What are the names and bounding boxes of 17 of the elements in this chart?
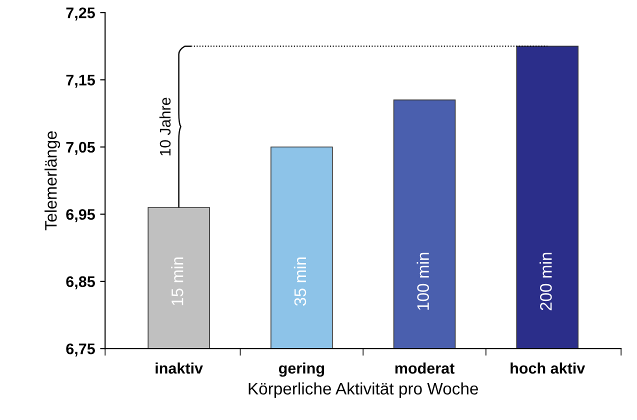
annotation: 10 Jahre	[159, 98, 171, 156]
annotation: 35 min	[294, 257, 306, 306]
annotation: 100 min	[416, 252, 429, 310]
x-tick-label: moderat	[395, 362, 454, 374]
x-tick-label: inaktiv	[156, 362, 203, 374]
y-tick-label: 7,15	[66, 74, 95, 88]
y-tick-label: 6,95	[66, 209, 95, 222]
x-tick-label: gering	[278, 362, 324, 377]
x-tick-label: hoch aktiv	[510, 362, 586, 374]
y-tick-label: 7,05	[66, 142, 95, 155]
y-axis-title: Telemerlänge	[44, 131, 60, 230]
annotation: 15 min	[171, 257, 184, 306]
y-tick-label: 6,85	[66, 276, 95, 290]
y-tick-label: 7,25	[66, 7, 95, 20]
y-tick-label: 6,75	[66, 343, 95, 356]
x-axis-title: Körperliche Aktivität pro Woche	[248, 382, 478, 398]
annotation: 200 min	[540, 252, 552, 310]
